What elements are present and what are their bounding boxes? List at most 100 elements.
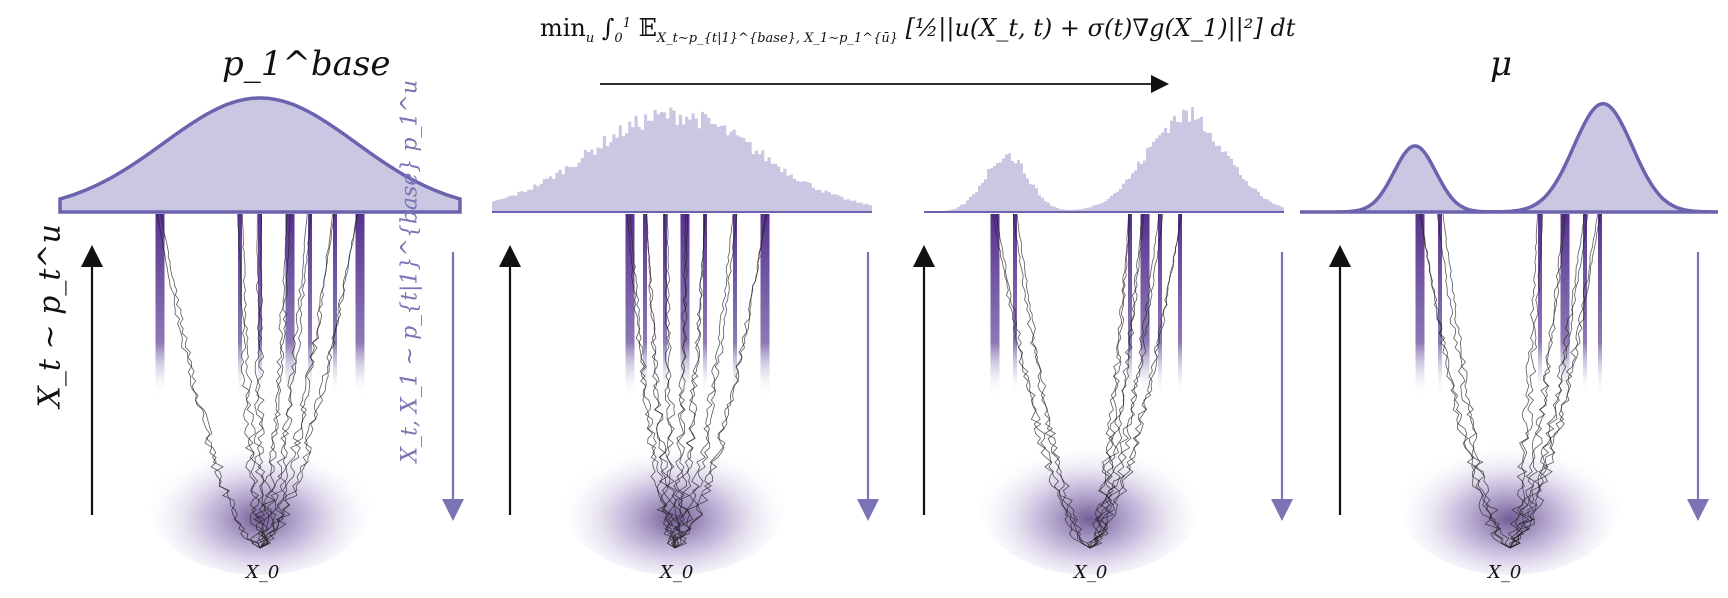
path-streak bbox=[760, 214, 770, 398]
density-curve bbox=[492, 107, 872, 212]
density-blob bbox=[1400, 435, 1620, 575]
trajectory bbox=[674, 213, 734, 549]
trajectory bbox=[1089, 213, 1145, 549]
path-streak bbox=[1013, 214, 1017, 398]
objective-formula: minu ∫01 𝔼X_t∼p_{t|1}^{base}, X_1∼p_1^{ū… bbox=[540, 14, 1295, 46]
path-streak bbox=[238, 214, 242, 398]
density-blob bbox=[980, 435, 1200, 575]
path-streak bbox=[1438, 214, 1442, 398]
path-streak bbox=[703, 214, 707, 398]
panel-4 bbox=[1300, 101, 1719, 575]
trajectory bbox=[1016, 213, 1091, 549]
label-backward-text: X_t, X_1 ∼ p_{t|1}^{base} p_1^u bbox=[397, 79, 423, 463]
panel-1 bbox=[58, 96, 462, 575]
trajectory bbox=[1507, 213, 1544, 549]
path-streak bbox=[355, 214, 365, 398]
trajectory bbox=[1089, 213, 1131, 549]
path-streak bbox=[285, 214, 295, 398]
x0-label-1-text: X_0 bbox=[246, 562, 280, 583]
trajectory bbox=[259, 213, 334, 549]
panel-2 bbox=[492, 107, 872, 575]
objective-integral: ∫ bbox=[601, 14, 615, 42]
trajectory bbox=[646, 213, 677, 549]
trajectory bbox=[1089, 213, 1182, 549]
path-streak bbox=[1583, 214, 1587, 398]
label-p1-base-text: p_1^base bbox=[222, 44, 391, 84]
trajectory bbox=[242, 214, 264, 549]
density-blob bbox=[150, 435, 370, 575]
x0-label-3-text: X_0 bbox=[1074, 562, 1108, 583]
path-streak bbox=[1598, 214, 1602, 398]
trajectory bbox=[237, 213, 263, 549]
trajectory bbox=[671, 213, 687, 549]
trajectory bbox=[254, 213, 267, 549]
path-streak bbox=[1538, 214, 1542, 398]
label-forward-text: X_t ∼ p_t^u bbox=[32, 224, 68, 408]
x0-label-1: X_0 bbox=[246, 562, 279, 583]
trajectory bbox=[1509, 213, 1598, 549]
path-streak bbox=[733, 214, 737, 398]
path-streak bbox=[1128, 214, 1132, 398]
trajectory bbox=[259, 213, 308, 549]
objective-int-upper: 1 bbox=[622, 16, 631, 31]
objective-body: [½||u(X_t, t) + σ(t)∇g(X_1)||²] dt bbox=[905, 14, 1296, 42]
x0-label-4: X_0 bbox=[1488, 562, 1521, 583]
objective-expect-sub: X_t∼p_{t|1}^{base}, X_1∼p_1^{ū} bbox=[656, 30, 898, 46]
label-mu-text: μ bbox=[1490, 44, 1513, 84]
trajectory bbox=[1089, 213, 1130, 549]
x0-label-2: X_0 bbox=[660, 562, 693, 583]
path-streak bbox=[1178, 214, 1182, 398]
path-streak bbox=[1140, 214, 1150, 398]
density-blob bbox=[565, 435, 785, 575]
trajectory bbox=[257, 213, 288, 549]
path-streak bbox=[1158, 214, 1162, 398]
path-streak bbox=[1560, 214, 1570, 398]
trajectory bbox=[1436, 213, 1511, 549]
trajectory bbox=[1089, 213, 1164, 549]
panel-3 bbox=[924, 107, 1284, 575]
path-streak bbox=[155, 214, 165, 398]
trajectory bbox=[257, 213, 312, 549]
path-streak bbox=[643, 214, 647, 398]
objective-expectation: 𝔼 bbox=[638, 14, 657, 42]
objective-min-sub: u bbox=[585, 30, 595, 46]
path-streak bbox=[1415, 214, 1425, 398]
trajectory bbox=[160, 213, 261, 549]
path-streak bbox=[308, 214, 312, 398]
objective-min: min bbox=[540, 14, 586, 42]
trajectory bbox=[1509, 213, 1566, 549]
trajectory bbox=[664, 213, 681, 549]
x0-label-2-text: X_0 bbox=[660, 562, 694, 583]
trajectory bbox=[992, 213, 1091, 549]
trajectory bbox=[1509, 213, 1538, 549]
trajectory bbox=[629, 213, 676, 549]
path-streak bbox=[625, 214, 635, 398]
trajectory bbox=[666, 213, 681, 549]
trajectory bbox=[259, 213, 358, 549]
density-curve bbox=[58, 96, 462, 214]
label-p1-base: p_1^base bbox=[222, 44, 391, 84]
trajectory bbox=[1420, 213, 1511, 549]
path-streak bbox=[663, 214, 667, 398]
trajectory bbox=[1509, 213, 1601, 549]
x0-label-4-text: X_0 bbox=[1488, 562, 1522, 583]
trajectory bbox=[253, 214, 266, 549]
label-mu: μ bbox=[1490, 44, 1512, 84]
trajectory bbox=[674, 213, 767, 549]
trajectory bbox=[259, 213, 291, 549]
trajectory bbox=[672, 213, 688, 549]
trajectory bbox=[1089, 213, 1182, 549]
trajectory bbox=[1089, 213, 1160, 549]
trajectory bbox=[646, 213, 676, 549]
trajectory bbox=[1087, 213, 1143, 549]
density-curve bbox=[924, 107, 1284, 212]
trajectory bbox=[1012, 213, 1091, 549]
trajectory bbox=[674, 213, 767, 549]
objective-int-lower: 0 bbox=[614, 30, 623, 46]
trajectory bbox=[671, 213, 706, 549]
path-streak bbox=[333, 214, 337, 398]
density-curve bbox=[1300, 101, 1719, 214]
trajectory bbox=[259, 213, 358, 549]
